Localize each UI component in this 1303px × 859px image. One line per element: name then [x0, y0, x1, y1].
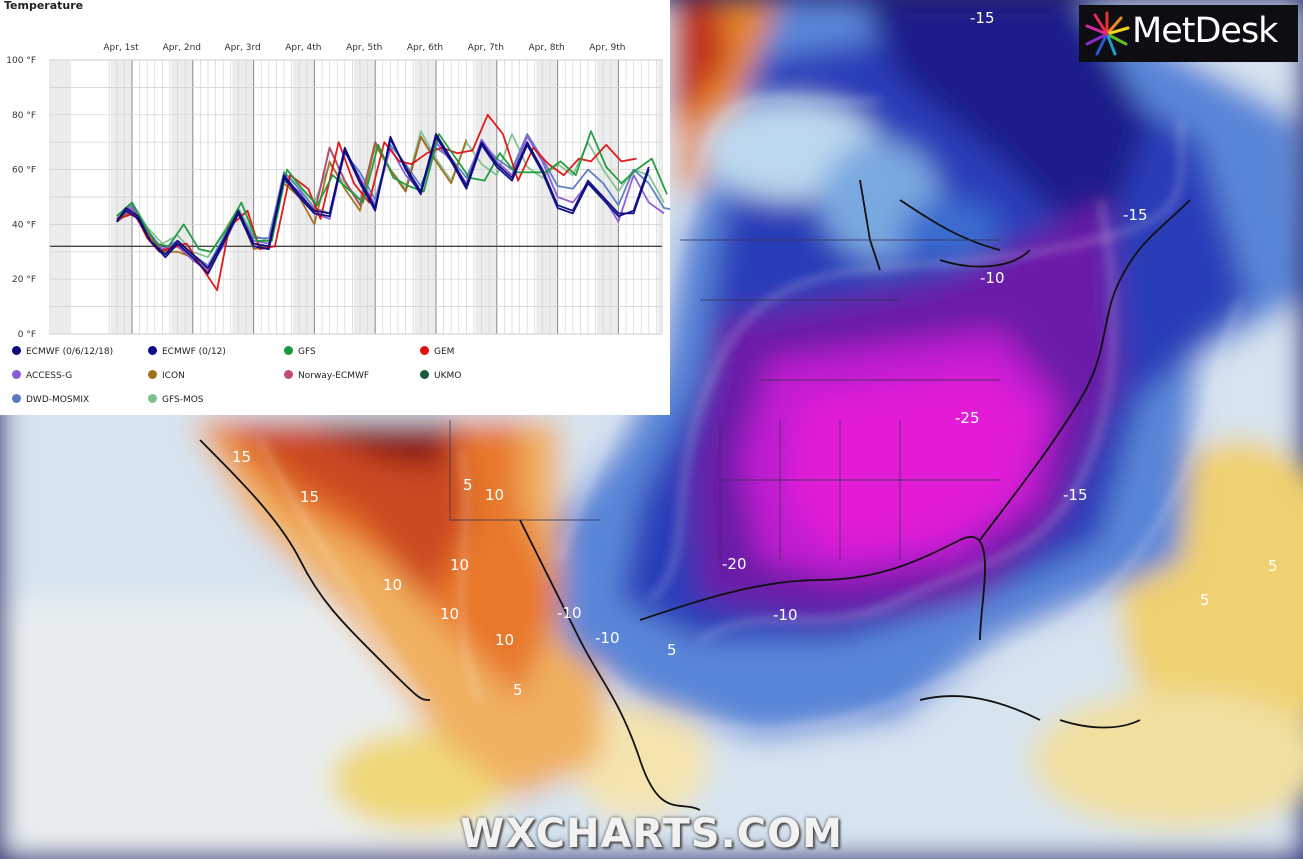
series-line — [116, 135, 468, 275]
x-tick-label: Apr, 1st — [103, 43, 139, 53]
series-line — [116, 113, 637, 292]
legend-item[interactable]: ACCESS-G — [12, 370, 72, 382]
legend-label: ECMWF (0/6/12/18) — [26, 347, 114, 357]
contours — [259, 98, 1241, 731]
legend-swatch — [284, 370, 293, 379]
contour-label: -10 — [773, 606, 798, 624]
watermark: WXCHARTS.COM — [460, 811, 843, 857]
legend-item[interactable]: GEM — [420, 346, 454, 358]
x-tick-label: Apr, 3rd — [224, 43, 260, 53]
forecast-chart-panel: Temperature 100 °F 80 °F 60 °F 40 °F 20 °F 0 … — [0, 0, 670, 415]
legend-item[interactable]: ECMWF (0/6/12/18) — [12, 346, 113, 358]
contour-label: 5 — [463, 476, 473, 494]
legend-item[interactable]: GFS-MOS — [148, 394, 204, 406]
x-tick-label: Apr, 7th — [468, 43, 504, 53]
contour-label: 15 — [300, 488, 319, 506]
contour-label: 15 — [232, 448, 251, 466]
contour-label: -25 — [955, 409, 980, 427]
legend-item[interactable]: ECMWF (0/12) — [148, 346, 226, 358]
legend-label: GFS — [298, 347, 316, 357]
legend-label: UKMO — [434, 371, 462, 381]
temperature-line-chart: 100 °F 80 °F 60 °F 40 °F 20 °F 0 °F Apr, 1st Ap… — [6, 43, 670, 340]
contour-label: 5 — [667, 641, 677, 659]
y-tick-label: 0 °F — [18, 330, 36, 340]
state-borders — [449, 239, 1000, 560]
metdesk-logo: MetDesk — [1079, 5, 1298, 62]
legend-item[interactable]: DWD-MOSMIX — [12, 394, 89, 406]
legend-item[interactable]: ICON — [148, 370, 185, 382]
contour-label: -15 — [1123, 206, 1148, 224]
legend-swatch — [12, 394, 21, 403]
x-tick-label: Apr, 6th — [407, 43, 443, 53]
contour-label: -15 — [1063, 486, 1088, 504]
legend-label: ICON — [162, 371, 185, 381]
y-tick-label: 40 °F — [12, 220, 36, 230]
contour-label: 5 — [513, 681, 523, 699]
legend-label: DWD-MOSMIX — [26, 395, 90, 405]
chart-title: Temperature — [4, 0, 84, 12]
contour-label: -20 — [722, 555, 747, 573]
legend-label: Norway-ECMWF — [298, 371, 370, 381]
legend-swatch — [148, 394, 157, 403]
contour-label: 10 — [383, 576, 402, 594]
legend-swatch — [284, 346, 293, 355]
y-tick-label: 80 °F — [12, 111, 36, 121]
y-tick-label: 100 °F — [6, 56, 36, 66]
contour-label: 5 — [1200, 591, 1210, 609]
legend-swatch — [12, 370, 21, 379]
y-tick-label: 20 °F — [12, 275, 36, 285]
y-tick-label: 60 °F — [12, 166, 36, 176]
contour-label: 10 — [450, 556, 469, 574]
logo-wordmark: MetDesk — [1132, 11, 1278, 51]
x-tick-label: Apr, 5th — [346, 43, 382, 53]
contour-label: -15 — [970, 9, 995, 27]
series-line — [116, 133, 650, 270]
legend-label: GEM — [434, 347, 455, 357]
legend-item[interactable]: Norway-ECMWF — [284, 370, 369, 382]
contour-label: 10 — [485, 486, 504, 504]
contour-label: 5 — [1268, 557, 1278, 575]
coastlines — [199, 179, 1191, 811]
x-tick-label: Apr, 2nd — [163, 43, 201, 53]
legend-swatch — [148, 346, 157, 355]
legend-label: ECMWF (0/12) — [162, 347, 226, 357]
contour-label: 10 — [440, 605, 459, 623]
contour-labels: -15 -15 -15 -10 -10 -10 -10 -20 -25 15 1… — [232, 9, 1278, 699]
legend-label: GFS-MOS — [162, 395, 204, 405]
legend-item[interactable]: UKMO — [420, 370, 461, 382]
legend-item[interactable]: GFS — [284, 346, 316, 358]
x-tick-label: Apr, 9th — [589, 43, 625, 53]
legend-swatch — [148, 370, 157, 379]
contour-label: 10 — [495, 631, 514, 649]
contour-label: -10 — [557, 604, 582, 622]
contour-label: -10 — [595, 629, 620, 647]
series-line — [116, 135, 650, 275]
contour-label: -10 — [980, 269, 1005, 287]
legend-label: ACCESS-G — [26, 371, 73, 381]
x-tick-label: Apr, 4th — [285, 43, 321, 53]
x-tick-label: Apr, 8th — [528, 43, 564, 53]
legend-swatch — [420, 346, 429, 355]
legend-swatch — [12, 346, 21, 355]
starburst-icon — [1085, 11, 1130, 56]
legend-swatch — [420, 370, 429, 379]
